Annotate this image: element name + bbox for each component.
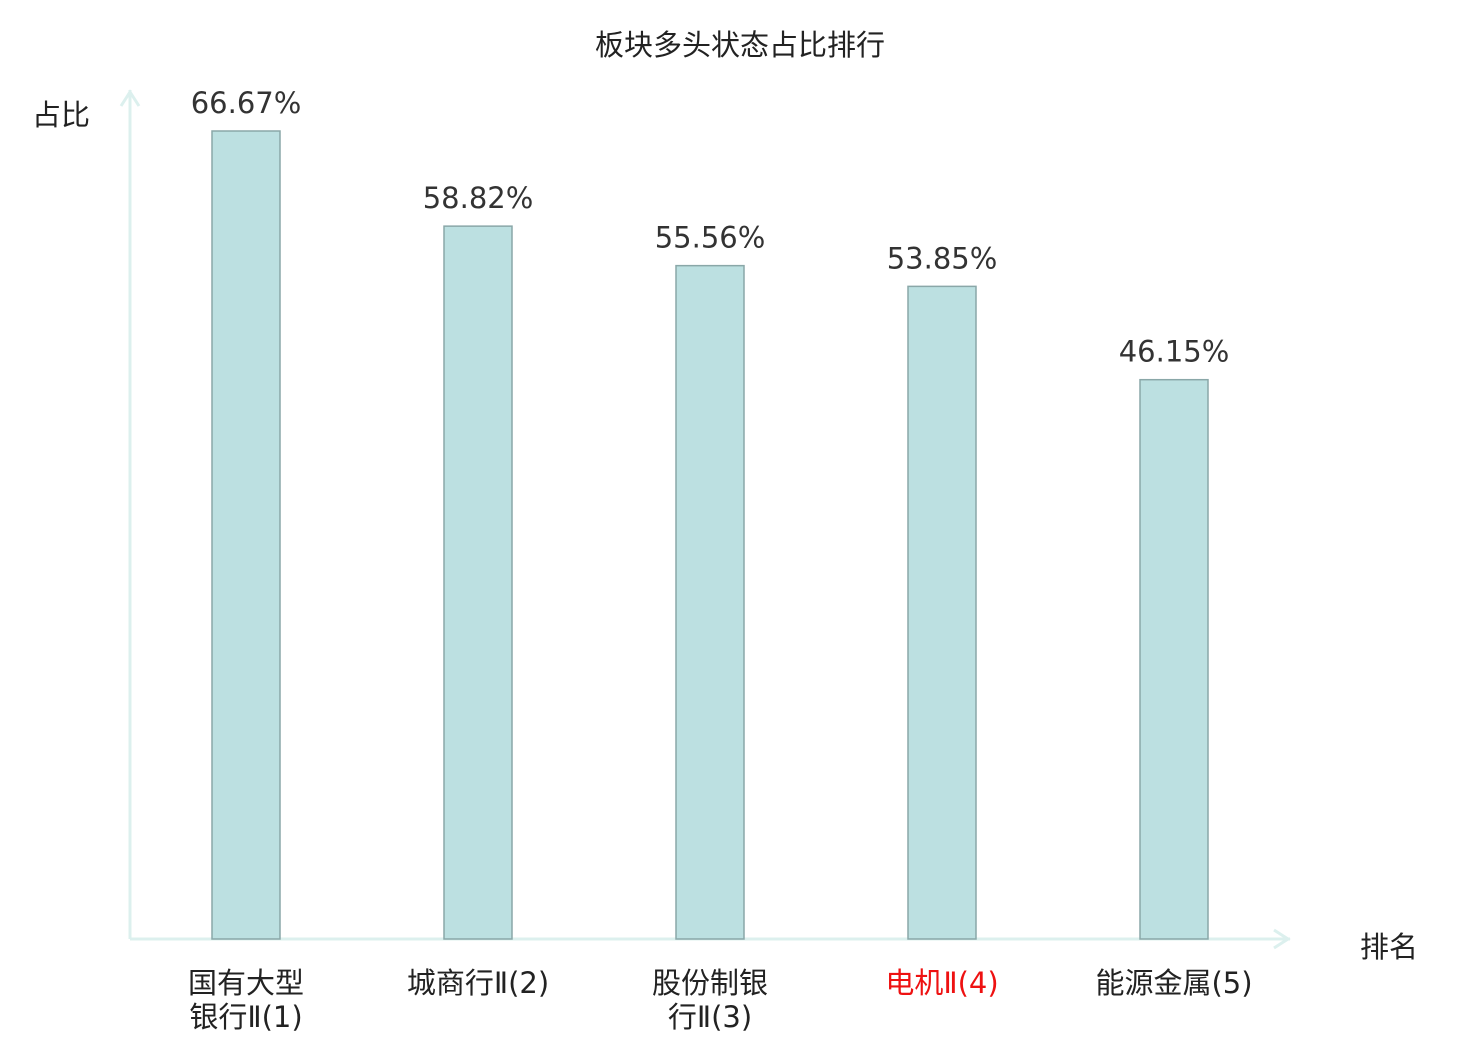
- value-labels: 66.67% 58.82% 55.56% 53.85% 46.15%: [191, 86, 1230, 369]
- x-tick-label-line: 城商行Ⅱ(2): [406, 966, 550, 1000]
- x-tick-label-line: 国有大型: [187, 966, 304, 1000]
- x-tick-label-line: 电机Ⅱ(4): [885, 966, 999, 1000]
- x-tick-label: 城商行Ⅱ(2): [388, 966, 568, 1000]
- x-tick-label: 能源金属(5): [1084, 966, 1264, 1000]
- bar: [675, 264, 745, 940]
- y-axis-label: 占比: [32, 98, 91, 132]
- x-tick-label-line: 股份制银: [651, 966, 768, 1000]
- x-tick-label-line: 银行Ⅱ(1): [189, 1000, 303, 1034]
- data-label: 55.56%: [655, 221, 766, 255]
- bar: [443, 225, 513, 940]
- y-axis-arrow: [119, 89, 141, 107]
- data-label: 53.85%: [887, 241, 998, 275]
- data-label: 46.15%: [1119, 335, 1230, 369]
- bars: [211, 130, 1209, 940]
- data-label: 58.82%: [423, 181, 534, 215]
- bar: [907, 285, 977, 940]
- x-tick-label: 国有大型 银行Ⅱ(1): [156, 966, 336, 1034]
- x-tick-label-line: 行Ⅱ(3): [667, 1000, 753, 1034]
- data-label: 66.67%: [191, 86, 302, 120]
- x-tick-label-line: 能源金属(5): [1095, 966, 1253, 1000]
- bar: [1139, 378, 1209, 940]
- x-tick-label: 股份制银 行Ⅱ(3): [620, 966, 800, 1034]
- chart-title: 板块多头状态占比排行: [594, 28, 885, 62]
- x-tick-label: 电机Ⅱ(4): [852, 966, 1032, 1000]
- x-axis-label: 排名: [1360, 930, 1419, 964]
- bar: [211, 130, 281, 940]
- x-axis-arrow: [1273, 928, 1291, 950]
